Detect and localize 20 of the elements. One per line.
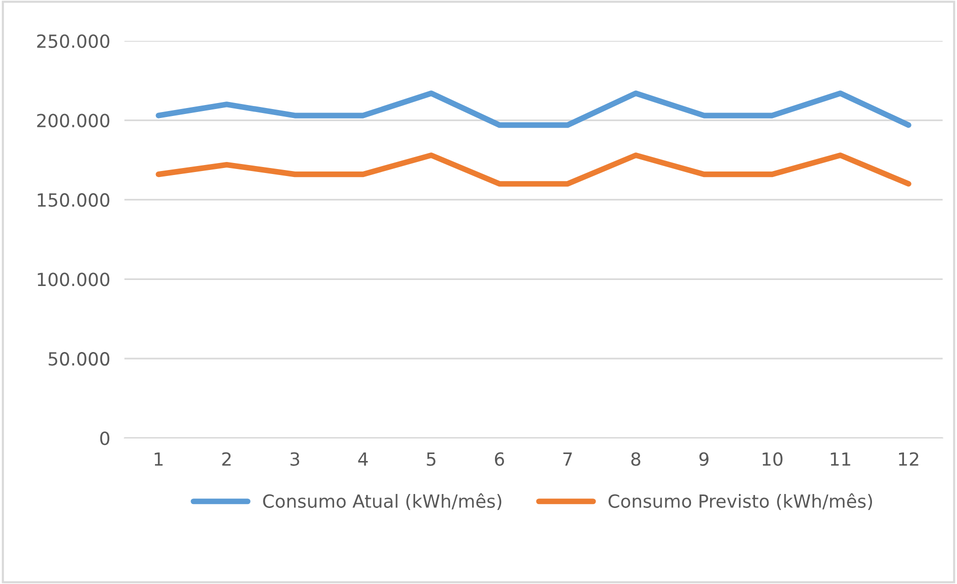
x-tick-label: 7 [563,452,572,466]
x-tick-label: 2 [222,452,231,466]
x-tick-label: 8 [631,452,640,466]
x-tick-label: 1 [154,452,163,466]
x-tick-label: 3 [290,452,300,466]
legend-label: Consumo Previsto (kWh/mês) [608,493,872,510]
y-tick-label: 50.000 [48,352,110,366]
x-tick-label: 10 [762,452,782,466]
x-tick-label: 4 [358,452,368,466]
x-tick-label: 11 [830,452,850,466]
x-tick-label: 6 [494,452,504,466]
y-tick-label: 250.000 [37,34,110,48]
x-tick-label: 9 [699,452,708,466]
x-tick-label: 12 [899,452,918,466]
y-tick-label: 150.000 [38,193,110,207]
y-tick-label: 200.000 [37,114,110,128]
y-tick-label: 0 [100,431,110,446]
y-tick-label: 100.000 [38,272,110,286]
x-tick-label: 5 [426,452,436,466]
legend-label: Consumo Atual (kWh/mês) [263,493,502,510]
